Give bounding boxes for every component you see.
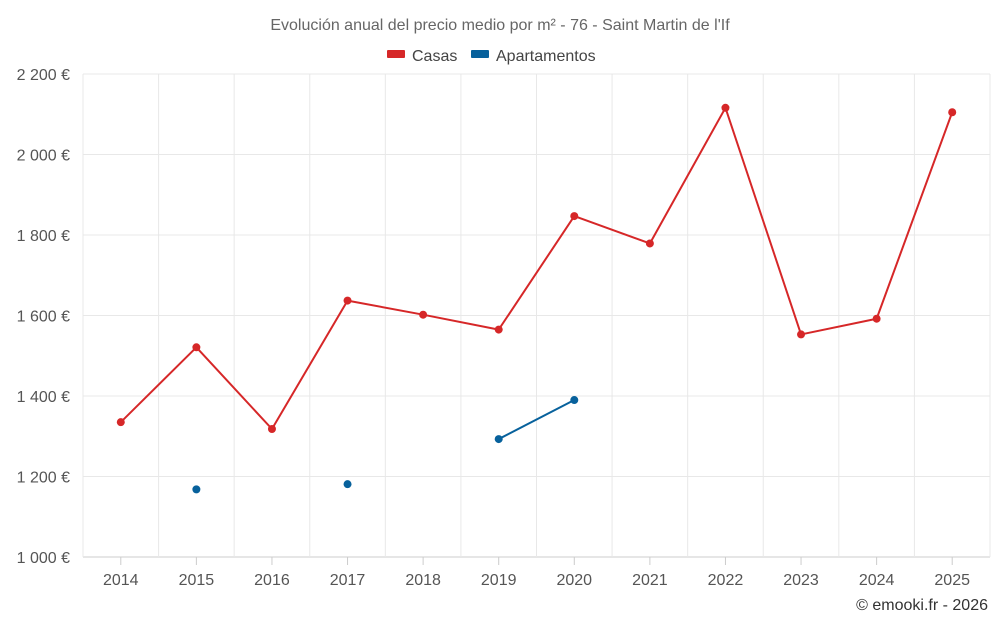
x-tick-label: 2023	[783, 572, 819, 589]
data-point-casas[interactable]	[494, 325, 503, 334]
series-layer	[116, 103, 957, 494]
data-point-apartamentos[interactable]	[570, 396, 579, 405]
x-tick-label: 2019	[481, 572, 517, 589]
legend-swatch-casas	[387, 50, 405, 58]
series-line-casas	[120, 106, 954, 431]
y-tick-label: 1 200 €	[17, 470, 70, 487]
x-tick-label: 2018	[405, 572, 441, 589]
data-point-apartamentos[interactable]	[494, 435, 503, 444]
legend-swatch-apartamentos	[471, 50, 489, 58]
x-tick-label: 2024	[859, 572, 895, 589]
y-tick-label: 2 200 €	[17, 67, 70, 84]
data-point-casas[interactable]	[797, 330, 806, 339]
legend: Casas Apartamentos	[387, 48, 596, 65]
chart-credit: © emooki.fr - 2026	[856, 597, 988, 614]
data-point-casas[interactable]	[116, 418, 125, 427]
x-tick-label: 2022	[708, 572, 744, 589]
x-tick-label: 2016	[254, 572, 290, 589]
y-tick-label: 1 800 €	[17, 228, 70, 245]
grid	[82, 73, 991, 558]
series-apartamentos	[192, 396, 579, 494]
data-point-casas[interactable]	[948, 108, 957, 117]
data-point-casas[interactable]	[419, 310, 428, 319]
x-tick-label: 2017	[330, 572, 366, 589]
x-tick-label: 2014	[103, 572, 139, 589]
x-tick-label: 2025	[934, 572, 970, 589]
y-axis: 1 000 € 1 200 € 1 400 € 1 600 € 1 800 € 2 000…	[17, 67, 70, 567]
data-point-apartamentos[interactable]	[343, 480, 352, 489]
legend-label-apartamentos[interactable]: Apartamentos	[496, 48, 596, 65]
y-tick-label: 1 400 €	[17, 389, 70, 406]
series-casas	[116, 103, 957, 434]
legend-label-casas[interactable]: Casas	[412, 48, 457, 65]
data-point-casas[interactable]	[570, 212, 579, 221]
x-tick-label: 2020	[556, 572, 592, 589]
chart-title: Evolución anual del precio medio por m² …	[270, 17, 730, 34]
data-point-casas[interactable]	[267, 425, 276, 434]
data-point-casas[interactable]	[343, 296, 352, 305]
series-line-apartamentos	[498, 399, 575, 440]
data-point-casas[interactable]	[192, 343, 201, 352]
x-axis: 2014 2015 2016 2017 2018 2019 2020 2021 2022 2023…	[103, 557, 970, 589]
data-point-casas[interactable]	[872, 314, 881, 323]
y-tick-label: 2 000 €	[17, 148, 70, 165]
x-tick-label: 2021	[632, 572, 668, 589]
y-tick-label: 1 600 €	[17, 309, 70, 326]
data-point-apartamentos[interactable]	[192, 485, 201, 494]
data-point-casas[interactable]	[721, 103, 730, 112]
data-point-casas[interactable]	[645, 239, 654, 248]
x-tick-label: 2015	[179, 572, 215, 589]
y-tick-label: 1 000 €	[17, 550, 70, 567]
